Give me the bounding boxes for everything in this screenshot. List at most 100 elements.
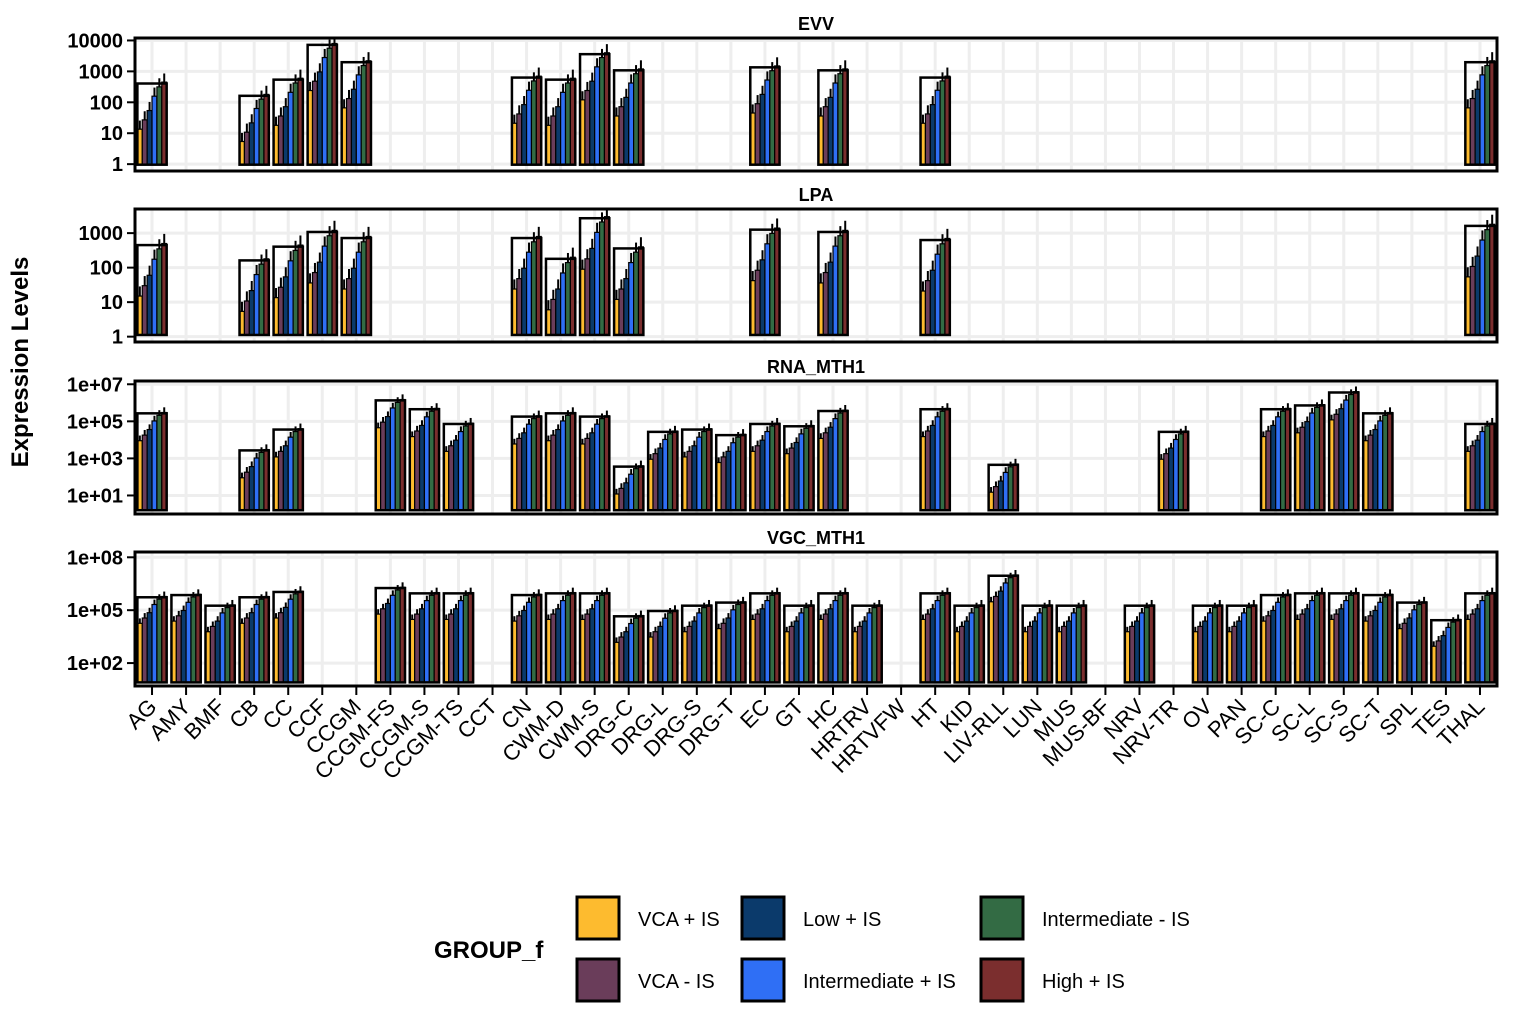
bar: [452, 608, 460, 684]
bar-group-outline: [510, 236, 543, 337]
bar: [584, 437, 591, 511]
bar: [618, 636, 625, 684]
bar: [414, 613, 421, 684]
bar: [827, 96, 834, 166]
bar: [1270, 609, 1277, 684]
bar-group-outline: [612, 615, 645, 684]
bar: [258, 598, 265, 684]
bar: [929, 424, 936, 511]
x-tick-label: HT: [906, 694, 944, 732]
bar: [350, 267, 357, 336]
bar-group-outline: [919, 238, 952, 337]
bar: [394, 589, 401, 684]
bar: [1416, 603, 1423, 684]
bar: [248, 122, 255, 166]
bar: [1479, 239, 1486, 336]
bar: [837, 73, 844, 166]
bar-group-outline: [408, 592, 441, 684]
bar: [598, 594, 606, 684]
bar-group-outline: [1157, 430, 1190, 512]
bar: [1211, 607, 1218, 684]
x-tick-label: CB: [224, 694, 263, 733]
bar: [224, 607, 231, 684]
facet-title: LPA: [799, 185, 834, 205]
bar: [1343, 599, 1350, 684]
bar-group-outline: [272, 590, 305, 684]
bar: [345, 97, 353, 166]
bar-group-outline: [238, 94, 271, 166]
bar-group-outline: [578, 592, 611, 684]
bar: [1372, 609, 1379, 684]
y-tick-label: 1000: [79, 61, 124, 83]
bar-group-outline: [783, 604, 815, 684]
bar: [939, 243, 946, 336]
bar: [1484, 594, 1491, 684]
bar: [389, 594, 396, 684]
bar: [350, 88, 357, 166]
bar: [934, 253, 941, 336]
bar-group-outline: [136, 243, 168, 337]
legend-key: [740, 957, 786, 1003]
bar: [1377, 420, 1384, 511]
bar: [248, 612, 255, 684]
bar: [837, 412, 844, 511]
facet-title: VGC_MTH1: [767, 528, 865, 548]
legend: GROUP_f VCA + IS Low + IS Intermediate - IS…: [434, 895, 1190, 1003]
bar: [594, 599, 601, 684]
bar: [1143, 607, 1150, 684]
bar-group-outline: [306, 230, 339, 337]
bar: [832, 599, 839, 684]
bar: [1314, 406, 1321, 511]
bar: [589, 247, 596, 336]
bar: [1484, 425, 1491, 511]
bar: [380, 608, 387, 684]
y-tick-label: 1e+05: [67, 600, 123, 622]
bar: [521, 609, 528, 684]
bar: [691, 620, 698, 684]
bar: [428, 594, 435, 684]
bar: [530, 596, 537, 684]
bar-group-outline: [919, 407, 952, 512]
legend-label: VCA - IS: [638, 971, 715, 993]
bar: [258, 98, 265, 166]
bar-group-outline: [136, 596, 168, 684]
bar: [725, 450, 732, 511]
bar: [243, 131, 250, 166]
bar: [657, 447, 664, 511]
legend-key: [740, 895, 786, 941]
bar: [311, 80, 318, 166]
bar: [963, 620, 970, 684]
y-tick-label: 10: [101, 292, 123, 314]
bar: [657, 625, 664, 684]
bar: [530, 241, 537, 336]
bar-group-outline: [1021, 604, 1054, 684]
bar-group-outline: [987, 463, 1020, 512]
bar: [156, 86, 163, 166]
panel-frame: [133, 550, 1499, 688]
bar: [1231, 625, 1238, 684]
bar: [837, 594, 844, 684]
bar: [934, 599, 941, 684]
y-tick-label: 1e+08: [67, 547, 123, 569]
legend-key: [979, 895, 1025, 941]
bar: [594, 231, 601, 336]
bar: [380, 421, 387, 511]
bar-group-outline: [1464, 224, 1496, 337]
bar: [1036, 612, 1043, 684]
bar: [618, 106, 625, 166]
bar: [277, 115, 284, 166]
bar: [151, 258, 158, 336]
bar: [861, 620, 868, 684]
bar: [1236, 620, 1243, 684]
bar: [759, 93, 766, 166]
bar: [1474, 255, 1481, 336]
bar: [355, 74, 362, 166]
bar: [248, 466, 255, 511]
bar-group-outline: [544, 412, 577, 512]
legend-label: Intermediate - IS: [1042, 909, 1190, 931]
bar: [1469, 445, 1476, 511]
bar-group-outline: [1259, 407, 1292, 512]
y-tick-label: 100: [90, 258, 123, 280]
